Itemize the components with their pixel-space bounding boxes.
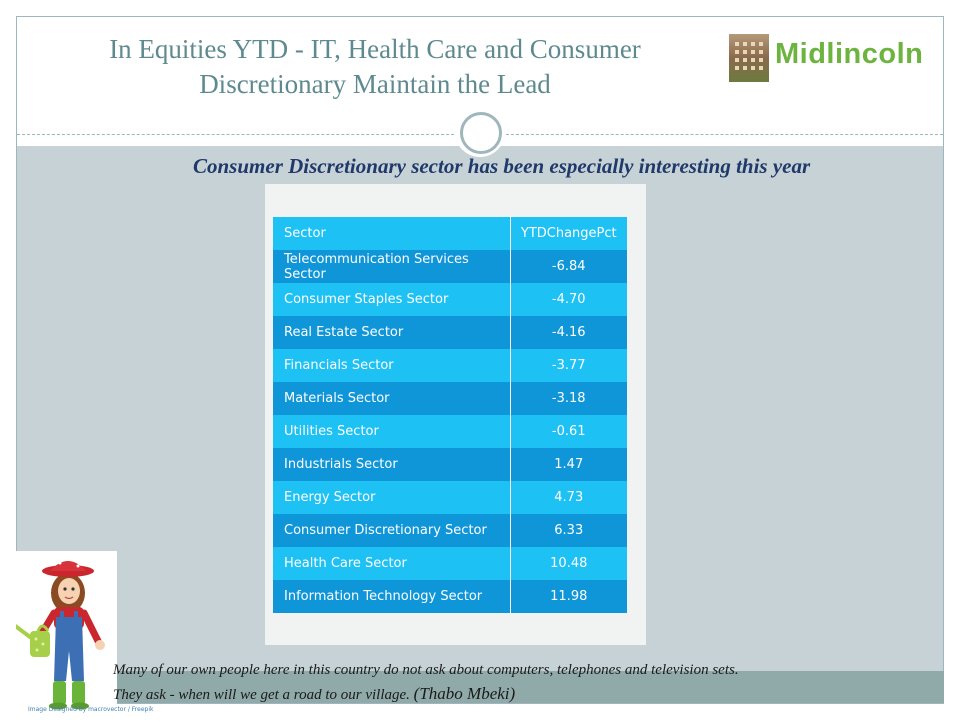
sector-cell: Health Care Sector	[273, 547, 511, 580]
building-logo-icon	[729, 34, 769, 82]
table-row: Industrials Sector 1.47	[273, 448, 627, 481]
table-row: Financials Sector -3.77	[273, 349, 627, 382]
sector-cell: Utilities Sector	[273, 415, 511, 448]
ytd-change-cell: 1.47	[554, 457, 584, 472]
ytd-change-cell: 6.33	[554, 523, 584, 538]
sector-cell: Financials Sector	[273, 349, 511, 382]
table-row: Utilities Sector -0.61	[273, 415, 627, 448]
table-row: Energy Sector 4.73	[273, 481, 627, 514]
title-line-1: In Equities YTD - IT, Health Care and Co…	[109, 34, 641, 64]
table-row: Real Estate Sector -4.16	[273, 316, 627, 349]
column-header-sector: Sector	[273, 217, 511, 250]
table-row: Consumer Discretionary Sector 6.33	[273, 514, 627, 547]
slide-subtitle: Consumer Discretionary sector has been e…	[193, 154, 811, 178]
quote-block: Many of our own people here in this coun…	[113, 659, 933, 707]
ytd-change-cell: -4.16	[551, 325, 586, 340]
ytd-change-cell: 10.48	[550, 556, 588, 571]
quote-author: (Thabo Mbeki)	[413, 684, 516, 703]
slide-title: In Equities YTD - IT, Health Care and Co…	[40, 32, 710, 102]
table-row: Health Care Sector 10.48	[273, 547, 627, 580]
sector-ytd-table: Sector YTDChangePct Telecommunication Se…	[273, 217, 627, 613]
sector-cell: Telecommunication Services Sector	[273, 250, 511, 283]
sector-cell: Industrials Sector	[273, 448, 511, 481]
ytd-change-cell: -3.77	[551, 358, 586, 373]
ytd-change-cell: 11.98	[550, 589, 588, 604]
ytd-change-cell: 4.73	[554, 490, 584, 505]
image-credit-link[interactable]: Image Designed by macrovector / Freepik	[28, 706, 154, 713]
column-header-ytd: YTDChangePct	[520, 226, 617, 241]
circle-ornament-icon	[460, 112, 502, 154]
sector-cell: Information Technology Sector	[273, 580, 511, 613]
table-row: Consumer Staples Sector -4.70	[273, 283, 627, 316]
quote-line-1: Many of our own people here in this coun…	[113, 662, 739, 678]
logo-text: Midlincoln	[775, 38, 924, 70]
table-row: Materials Sector -3.18	[273, 382, 627, 415]
sector-cell: Consumer Staples Sector	[273, 283, 511, 316]
watering-can-icon	[12, 623, 50, 657]
title-line-2: Discretionary Maintain the Lead	[199, 69, 551, 99]
ytd-change-cell: -0.61	[551, 424, 586, 439]
table-header-row: Sector YTDChangePct	[273, 217, 627, 250]
sector-cell: Real Estate Sector	[273, 316, 511, 349]
midlincoln-logo: Midlincoln	[729, 34, 934, 82]
table-row: Information Technology Sector 11.98	[273, 580, 627, 613]
table-row: Telecommunication Services Sector -6.84	[273, 250, 627, 283]
clipart-panel	[12, 551, 117, 720]
sector-cell: Energy Sector	[273, 481, 511, 514]
ytd-change-cell: -4.70	[551, 292, 586, 307]
ytd-change-cell: -6.84	[551, 259, 586, 274]
sector-cell: Materials Sector	[273, 382, 511, 415]
bottom-bar	[110, 671, 944, 703]
sector-cell: Consumer Discretionary Sector	[273, 514, 511, 547]
ytd-change-cell: -3.18	[551, 391, 586, 406]
gardener-girl-clipart-icon	[12, 558, 105, 710]
quote-line-2: They ask - when will we get a road to ou…	[113, 687, 410, 703]
